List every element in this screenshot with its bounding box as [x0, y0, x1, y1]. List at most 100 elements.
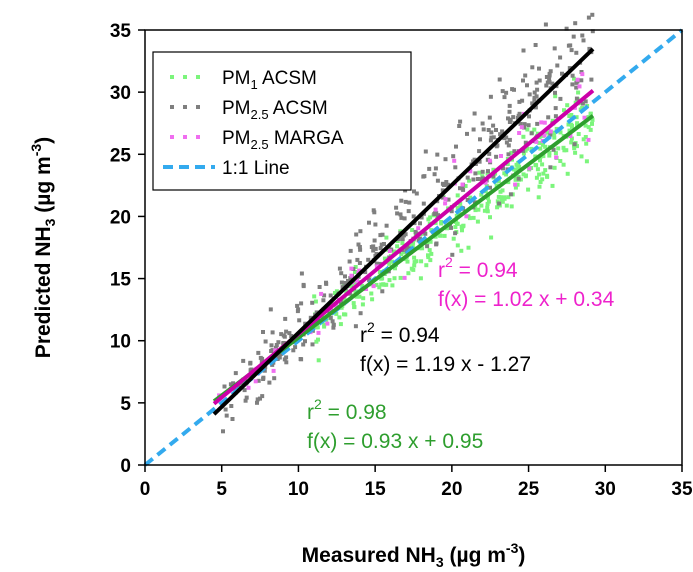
data-point [398, 275, 403, 280]
data-point [535, 121, 540, 126]
data-point [517, 99, 522, 104]
data-point [502, 95, 507, 100]
data-point [380, 232, 385, 237]
data-point [508, 117, 513, 122]
data-point [435, 178, 440, 183]
data-point [274, 343, 279, 347]
data-point [522, 125, 527, 130]
data-point [358, 247, 363, 252]
data-point [478, 137, 482, 142]
data-point [349, 266, 354, 271]
data-point [569, 113, 574, 117]
data-point [507, 137, 512, 142]
data-point [556, 146, 561, 151]
data-point [319, 291, 324, 296]
data-point [584, 159, 589, 164]
data-point [513, 177, 518, 182]
data-point [521, 48, 526, 53]
data-point [509, 204, 514, 209]
data-point [482, 208, 487, 213]
data-point [382, 242, 386, 246]
data-point [543, 168, 548, 173]
legend-swatch [196, 135, 200, 139]
data-point [421, 201, 426, 206]
data-point [541, 171, 546, 176]
data-point [451, 154, 456, 159]
data-point [574, 96, 579, 101]
data-point [579, 70, 584, 74]
data-point [544, 75, 549, 79]
data-point [504, 203, 509, 208]
data-point [535, 87, 540, 92]
data-point [353, 265, 358, 269]
legend-swatch [183, 135, 187, 139]
data-point [399, 198, 404, 203]
data-point [479, 177, 484, 182]
data-point [371, 284, 376, 289]
data-point [580, 101, 585, 106]
data-point [464, 214, 469, 219]
data-point [547, 151, 552, 155]
data-point [449, 209, 454, 214]
data-point [579, 154, 584, 159]
data-point [243, 398, 248, 403]
data-point [356, 242, 361, 247]
data-point [512, 87, 516, 92]
data-point [261, 377, 266, 381]
data-point [466, 245, 471, 250]
data-point [480, 121, 485, 126]
x-tick-label: 20 [441, 479, 462, 500]
data-point [370, 297, 375, 302]
data-point [273, 345, 278, 350]
data-point [357, 245, 362, 249]
data-point [455, 243, 460, 248]
data-point [255, 397, 260, 402]
data-point [553, 106, 558, 111]
data-point [449, 225, 453, 230]
data-point [281, 341, 286, 346]
data-point [313, 299, 318, 304]
data-point [504, 90, 509, 95]
data-point [513, 182, 518, 187]
data-point [446, 197, 451, 202]
data-point [561, 145, 566, 150]
data-point [400, 241, 405, 246]
data-point [458, 186, 462, 191]
data-point [412, 260, 417, 265]
data-point [443, 197, 448, 202]
data-point [344, 289, 349, 294]
data-point [545, 130, 550, 135]
data-point [433, 207, 438, 212]
data-point [560, 71, 564, 76]
legend-label: PM2.5 MARGA [222, 128, 344, 152]
y-tick-label: 30 [110, 83, 131, 104]
legend-swatch [196, 75, 200, 79]
data-point [461, 223, 466, 228]
data-point [379, 282, 384, 287]
data-point [574, 85, 579, 90]
data-point [440, 195, 445, 200]
data-point [399, 215, 404, 220]
data-point [537, 78, 542, 83]
data-point [534, 139, 539, 144]
data-point [584, 141, 589, 146]
data-point [223, 407, 228, 412]
data-point [248, 368, 253, 373]
data-point [571, 34, 576, 39]
data-point [402, 275, 407, 280]
data-point [348, 248, 353, 253]
data-point [455, 193, 460, 198]
data-point [487, 158, 492, 163]
data-point [574, 50, 579, 55]
data-point [527, 114, 531, 119]
data-point [548, 132, 553, 137]
data-point [537, 172, 542, 177]
data-point [569, 48, 574, 53]
data-point [520, 98, 525, 103]
y-tick-label: 10 [110, 332, 131, 353]
data-point [537, 184, 542, 189]
data-point [550, 183, 555, 188]
x-axis-label: Measured NH3 (µg m-3) [302, 540, 526, 570]
data-point [321, 298, 326, 303]
data-point [506, 195, 511, 200]
